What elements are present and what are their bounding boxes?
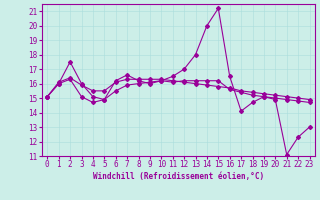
X-axis label: Windchill (Refroidissement éolien,°C): Windchill (Refroidissement éolien,°C) [93, 172, 264, 181]
